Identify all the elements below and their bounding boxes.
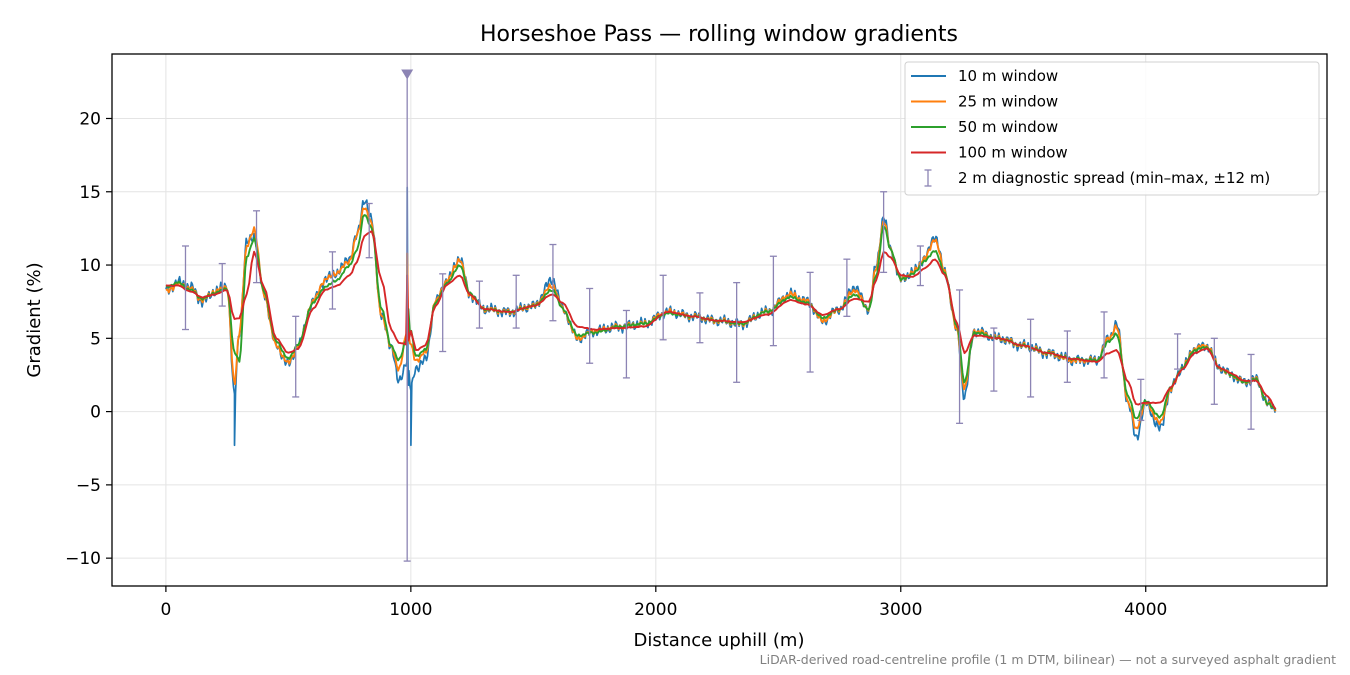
series-layer	[165, 186, 1277, 447]
y-tick-label: 10	[79, 256, 101, 276]
x-tick-label: 0	[160, 600, 171, 620]
x-axis-ticks: 0 1000 2000 3000 4000	[160, 586, 1167, 620]
legend-label: 50 m window	[958, 118, 1058, 136]
chart-title: Horseshoe Pass — rolling window gradient…	[480, 22, 958, 47]
y-axis-label: Gradient (%)	[24, 262, 45, 377]
spread-clip-marker	[401, 69, 414, 80]
plot-area-frame	[111, 53, 1328, 587]
y-tick-label: 5	[90, 329, 101, 349]
y-tick-label: 0	[90, 403, 101, 423]
x-tick-label: 3000	[879, 600, 922, 620]
series-line-w100	[165, 230, 1277, 410]
legend-label: 10 m window	[958, 67, 1058, 85]
y-axis-ticks: −10 −5 0 5 10 15 20	[65, 109, 112, 569]
spread-error-bars	[181, 69, 1255, 562]
y-tick-label: 15	[79, 183, 101, 203]
x-axis-label: Distance uphill (m)	[634, 630, 805, 651]
x-tick-label: 4000	[1124, 600, 1167, 620]
series-line-w10	[165, 186, 1276, 447]
grid-lines	[112, 54, 1327, 586]
legend: 10 m window 25 m window 50 m window 100 m w…	[904, 61, 1320, 196]
y-tick-label: −10	[65, 549, 101, 569]
legend-box	[904, 61, 1320, 196]
legend-label: 2 m diagnostic spread (min–max, ±12 m)	[958, 169, 1270, 187]
y-tick-label: 20	[79, 109, 101, 129]
x-tick-label: 2000	[634, 600, 677, 620]
legend-label: 25 m window	[958, 93, 1058, 111]
legend-label: 100 m window	[958, 144, 1068, 162]
x-tick-label: 1000	[389, 600, 432, 620]
footnote: LiDAR-derived road-centreline profile (1…	[760, 652, 1336, 667]
y-tick-label: −5	[76, 476, 101, 496]
